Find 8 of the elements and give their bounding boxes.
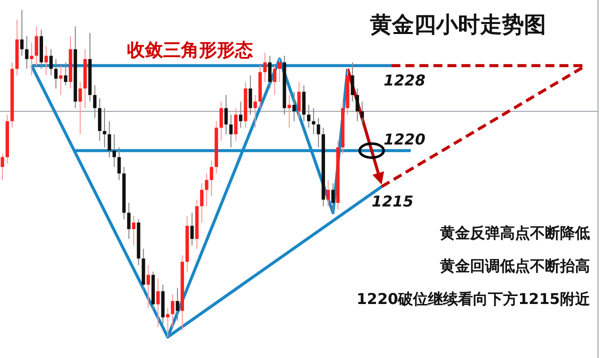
annotation: 1215	[372, 192, 414, 211]
annotation: 1228	[384, 72, 426, 90]
text: 收敛三角形形态	[127, 40, 253, 61]
annotation: 1220破位继续看向下方1215附近	[356, 290, 591, 308]
annotation: 黄金回调低点不断抬高	[439, 257, 590, 275]
chart-title: 黄金四小时走势图	[369, 13, 546, 38]
annotation: 黄金反弹高点不断降低	[439, 224, 590, 242]
annotation: 1220	[384, 130, 426, 149]
